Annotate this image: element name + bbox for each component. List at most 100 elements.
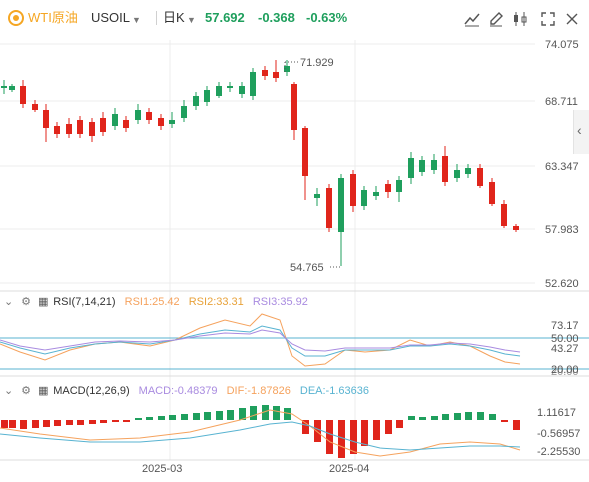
high-label: 71.929 [300,57,334,69]
rsi-title[interactable]: RSI(7,14,21) [53,296,116,308]
candle-body [273,72,279,78]
macd-bar [43,420,50,427]
candle-body [262,70,268,76]
candle-body [89,122,95,136]
chevron-down-icon[interactable]: ▼ [187,15,196,25]
price-tick: 52.620 [545,278,579,290]
trend-line-icon[interactable] [462,9,482,29]
macd-bar [419,417,426,420]
macd-bar [227,410,234,420]
x-tick: 2025-04 [329,463,369,475]
macd-tick: 1.11617 [537,407,576,419]
macd-bar [302,420,309,434]
visibility-icon[interactable]: ⌄ [4,296,14,308]
rsi1-value: RSI1:25.42 [124,296,180,308]
price-axis: 74.075 68.711 63.347 57.983 52.620 [545,39,579,290]
rsi-tick: 43.27 [551,343,579,355]
side-panel-toggle[interactable]: ‹ [573,110,589,154]
rsi-legend: ⌄ ⚙ ▦ RSI(7,14,21) RSI1:25.42 RSI2:33.31… [4,296,308,309]
price-candles [1,60,519,266]
macd-bar [442,414,449,420]
macd-bar [501,420,508,422]
macd-bar [77,420,84,425]
macd-bar [284,408,291,420]
interval-selector[interactable]: 日K [163,10,185,25]
candle-type-icon[interactable] [510,9,530,29]
price-tick: 57.983 [545,224,579,236]
macd-bar [408,416,415,420]
candle-body [123,120,129,128]
macd-bar [489,414,496,420]
candle-body [477,168,483,186]
candle-body [227,86,233,88]
macd-bar [454,413,461,420]
candle-body [216,86,222,96]
macd-bar [431,416,438,420]
macd-bar [66,420,73,425]
candle-body [489,182,495,204]
macd-axis: 1.11617 -0.56957 -2.25530 [537,407,580,458]
toolbar-divider [156,11,157,25]
macd-histogram [1,405,520,458]
macd-bar [158,416,165,420]
gear-icon[interactable]: ⚙ [21,296,31,308]
indicator-icon[interactable]: ▦ [38,296,49,308]
macd-bar [361,420,368,446]
candle-body [112,114,118,126]
price-tick: 63.347 [545,161,579,173]
macd-tick: -2.25530 [537,446,580,458]
candle-body [77,120,83,134]
macd-bar [338,420,345,458]
macd-value: MACD:-0.48379 [138,385,218,397]
price-tick: 68.711 [545,96,578,108]
macd-bar [314,420,321,442]
macd-legend: ⌄ ⚙ ▦ MACD(12,26,9) MACD:-0.48379 DIF:-1… [4,385,369,398]
settings-icon[interactable] [562,9,582,29]
macd-bar [100,420,107,423]
candle-body [373,192,379,196]
macd-bar [262,405,269,420]
macd-bar [1,420,8,428]
macd-bar [239,408,246,420]
visibility-icon[interactable]: ⌄ [4,385,14,397]
candle-body [239,86,245,94]
macd-bar [9,420,16,428]
candle-body [169,120,175,124]
rsi-tick: 20.00 [551,366,579,378]
rsi-axis: 73.17 50.00 43.27 20.00 20.00 [551,320,579,378]
candle-body [204,90,210,102]
last-price: 57.692 [205,10,245,25]
pencil-icon[interactable] [486,9,506,29]
indicator-icon[interactable]: ▦ [38,385,49,397]
macd-bar [250,406,257,420]
candle-body [9,86,15,90]
dea-value: DEA:-1.63636 [299,385,369,397]
candle-body [54,126,60,134]
candle-body [291,84,297,130]
candle-body [1,86,7,88]
macd-bar [112,420,119,422]
chevron-down-icon[interactable]: ▼ [132,15,141,25]
macd-bar [396,420,403,428]
candle-body [361,190,367,206]
macd-bar [204,412,211,420]
macd-title[interactable]: MACD(12,26,9) [53,385,130,397]
symbol-code[interactable]: USOIL [91,10,131,25]
gear-icon[interactable]: ⚙ [21,385,31,397]
macd-bar [273,406,280,420]
fullscreen-icon[interactable] [538,9,558,29]
candle-body [32,104,38,110]
candle-body [250,72,256,96]
macd-tick: -0.56957 [537,428,580,440]
macd-bar [181,414,188,420]
candle-body [181,106,187,118]
symbol-logo-icon [8,10,24,26]
symbol-name[interactable]: WTI原油 [28,10,78,25]
x-tick: 2025-03 [142,463,182,475]
candle-body [302,128,308,176]
macd-bar [477,412,484,420]
macd-bar [326,420,333,454]
candle-body [158,118,164,126]
candle-body [431,160,437,170]
